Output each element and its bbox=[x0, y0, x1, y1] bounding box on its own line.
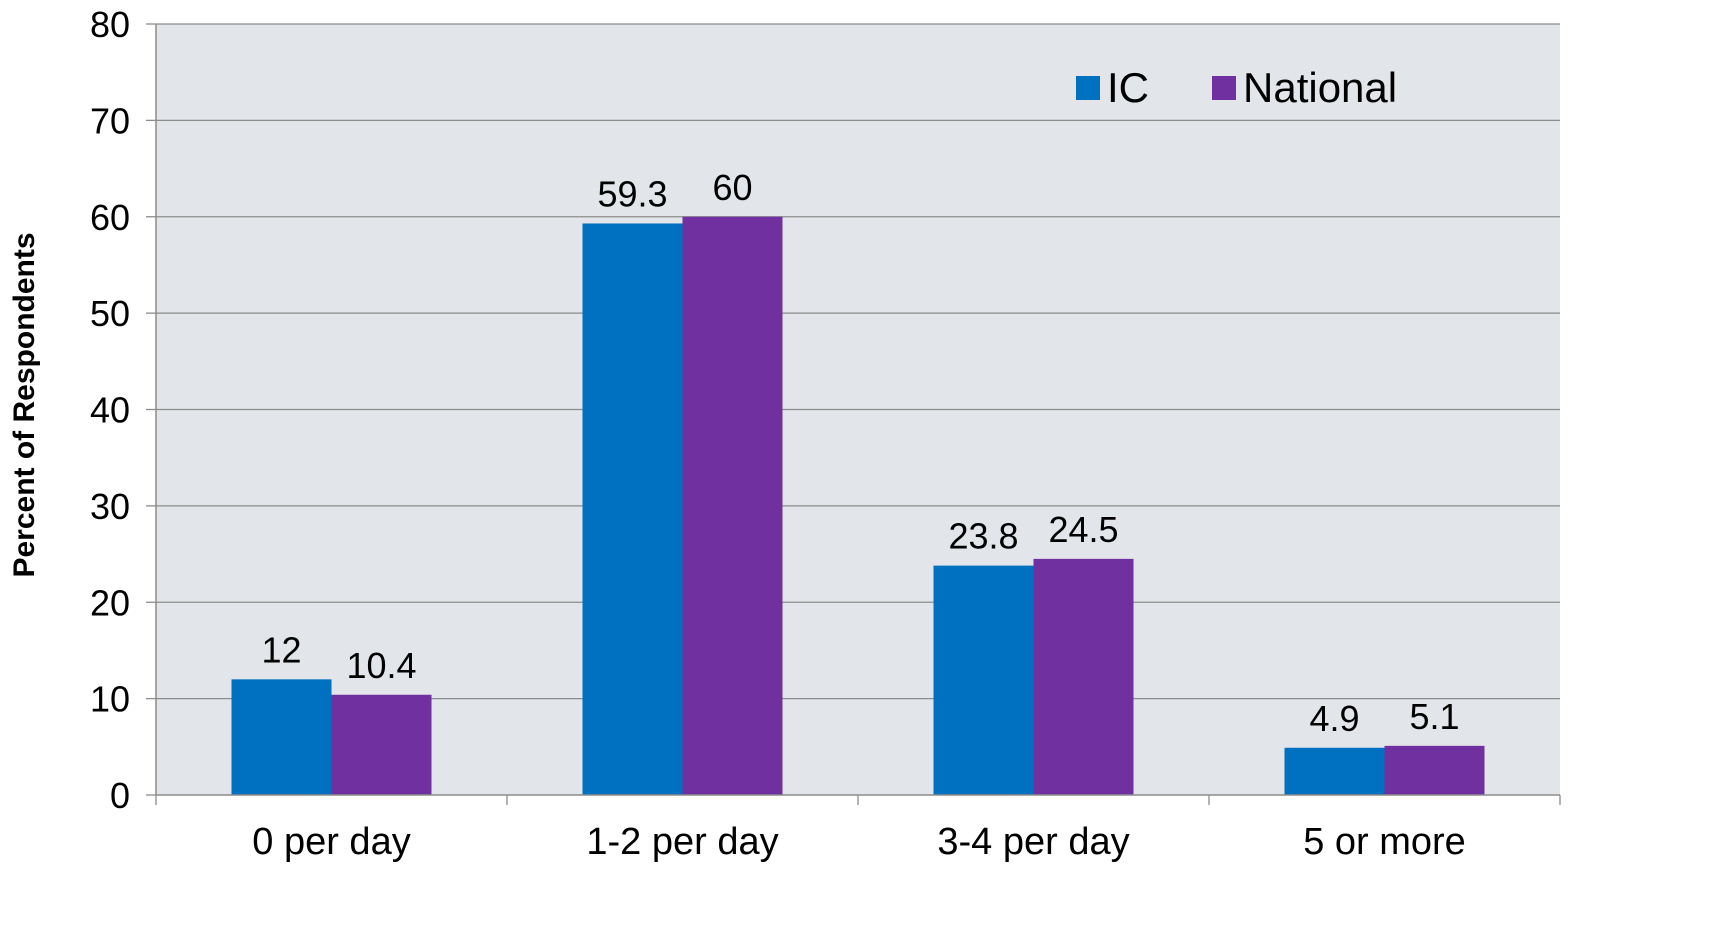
x-tick-label: 0 per day bbox=[252, 821, 410, 863]
legend-swatch bbox=[1076, 76, 1100, 100]
bar bbox=[1384, 745, 1485, 795]
y-tick-label: 50 bbox=[90, 293, 130, 334]
data-labels: 12 10.4 59.3 60 23.8 24.5 4.9 5.1 bbox=[261, 167, 1459, 739]
bar bbox=[331, 694, 432, 795]
bar bbox=[1284, 747, 1385, 795]
bar bbox=[1033, 558, 1134, 795]
legend: IC National bbox=[1076, 64, 1397, 111]
y-axis-label: Percent of Respondents bbox=[8, 232, 41, 577]
y-tick-label: 0 bbox=[110, 775, 130, 816]
y-tick-label: 60 bbox=[90, 197, 130, 238]
y-tick-label: 80 bbox=[90, 4, 130, 45]
bars bbox=[231, 216, 1485, 796]
x-tick-label: 5 or more bbox=[1303, 821, 1466, 863]
legend-swatch bbox=[1212, 76, 1236, 100]
y-tick-label: 10 bbox=[90, 679, 130, 720]
data-label: 5.1 bbox=[1409, 696, 1459, 737]
axes: 0 10 20 30 40 50 60 70 80 0 per day 1-2 per day 3-4… bbox=[90, 4, 1561, 863]
data-label: 12 bbox=[261, 629, 301, 670]
y-tick-label: 40 bbox=[90, 390, 130, 431]
data-label: 10.4 bbox=[346, 645, 416, 686]
y-tick-label: 20 bbox=[90, 582, 130, 623]
y-tick-label: 70 bbox=[90, 100, 130, 141]
data-label: 59.3 bbox=[597, 173, 667, 214]
bar bbox=[582, 223, 683, 796]
data-label: 24.5 bbox=[1048, 509, 1118, 550]
y-tick-label: 30 bbox=[90, 486, 130, 527]
bar bbox=[933, 565, 1034, 795]
data-label: 4.9 bbox=[1309, 698, 1359, 739]
legend-label: National bbox=[1243, 64, 1397, 111]
data-label: 23.8 bbox=[948, 516, 1018, 557]
data-label: 60 bbox=[712, 167, 752, 208]
legend-label: IC bbox=[1107, 64, 1149, 111]
x-tick-label: 1-2 per day bbox=[586, 821, 778, 863]
bar bbox=[231, 679, 332, 795]
bar bbox=[682, 216, 783, 795]
x-tick-label: 3-4 per day bbox=[937, 821, 1129, 863]
